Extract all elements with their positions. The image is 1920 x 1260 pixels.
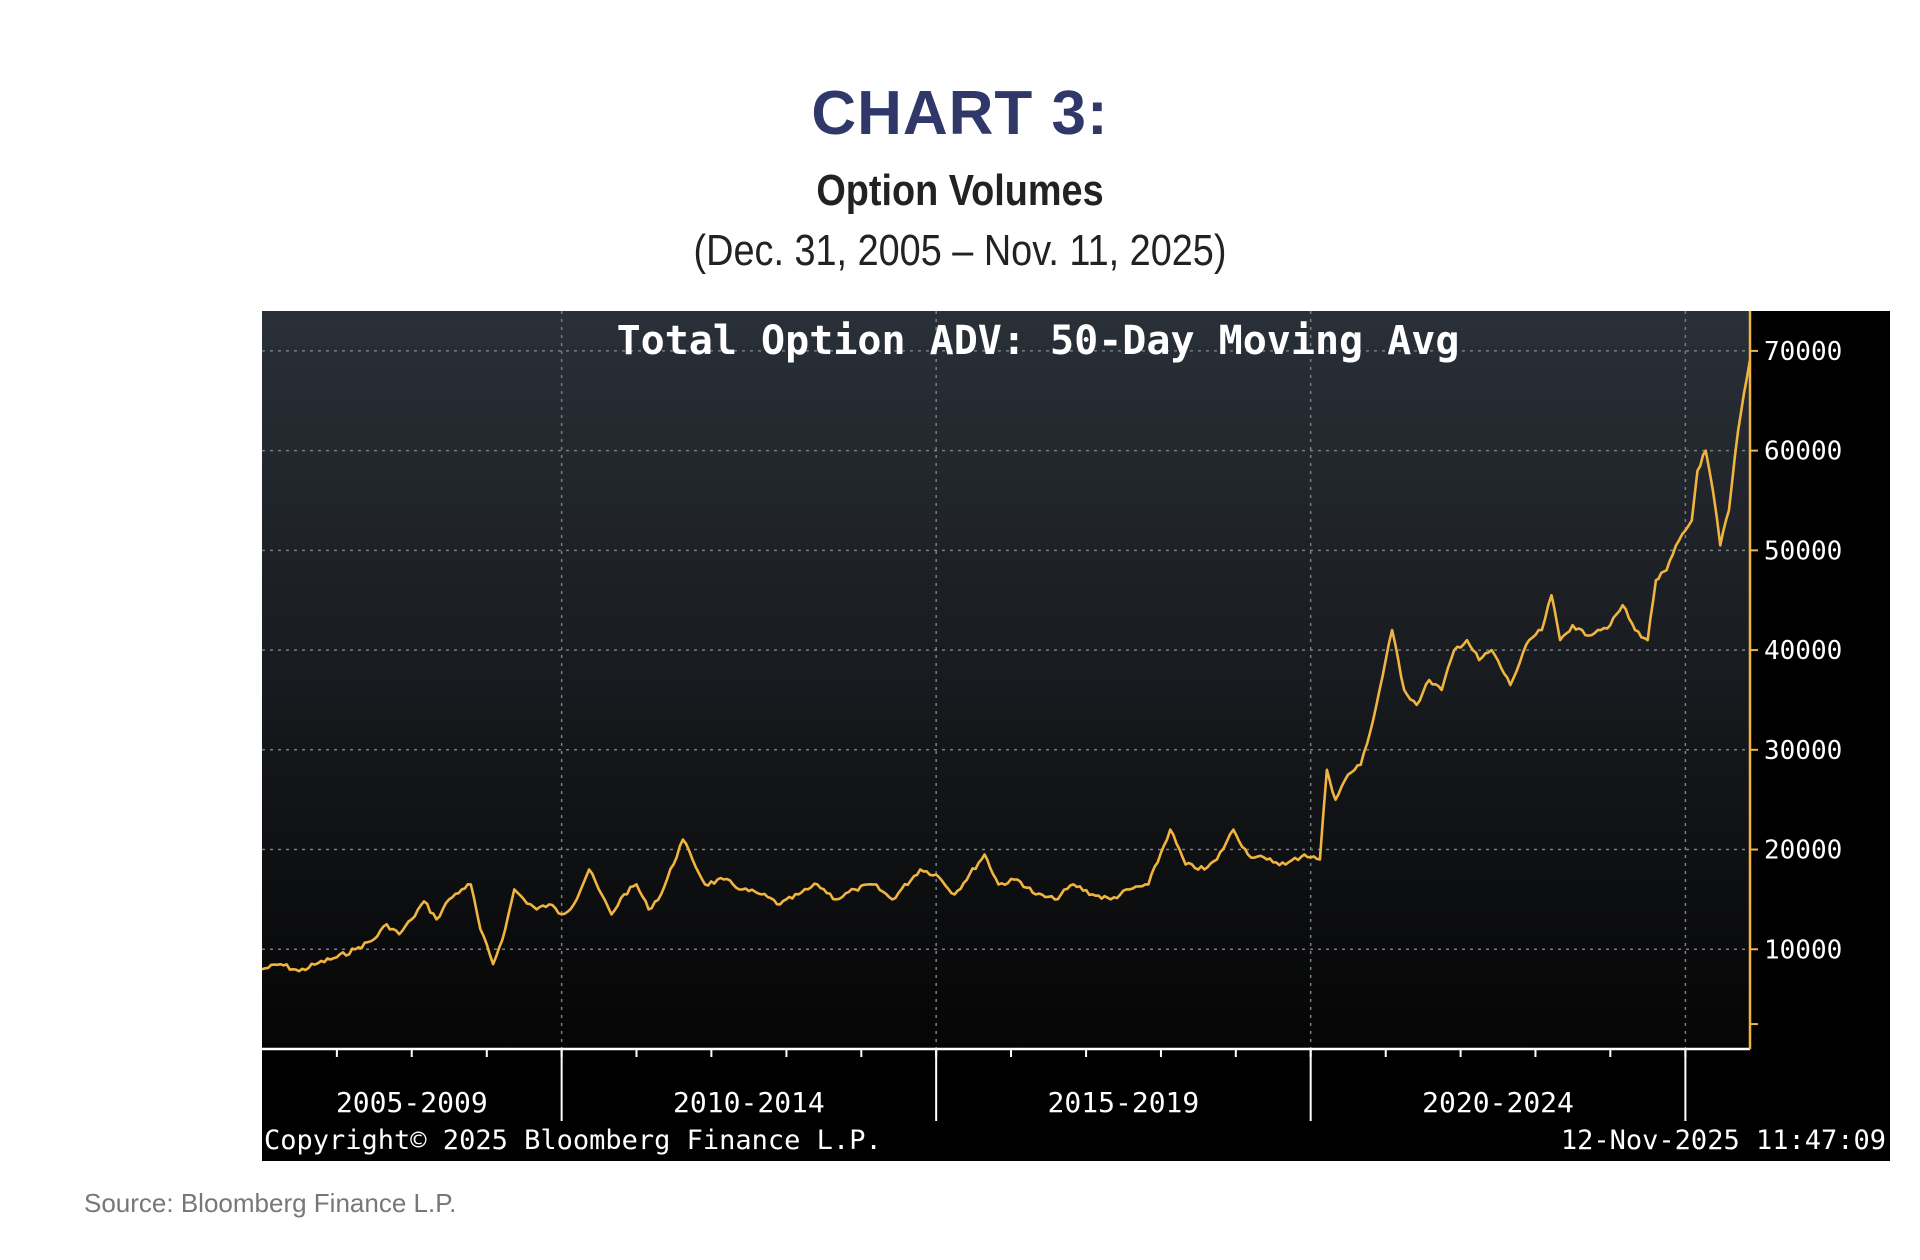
timestamp-text: 12-Nov-2025 11:47:09	[1561, 1125, 1886, 1156]
axis-layer: 10000 20000 30000 40000 50000 60000 70000 2005-…	[262, 311, 1842, 1121]
x-period-label: 2015-2019	[1048, 1086, 1200, 1119]
y-tick-label: 60000	[1764, 437, 1842, 467]
chart-title: Option Volumes	[816, 166, 1104, 215]
chart-date-range: (Dec. 31, 2005 – Nov. 11, 2025)	[693, 226, 1227, 275]
source-note: Source: Bloomberg Finance L.P.	[84, 1188, 457, 1218]
plot-title: Total Option ADV: 50-Day Moving Avg	[617, 318, 1460, 364]
y-tick-label: 30000	[1764, 736, 1842, 766]
grid-layer	[262, 311, 1750, 1049]
chart-panel: 10000 20000 30000 40000 50000 60000 70000 2005-…	[262, 311, 1890, 1161]
data-line	[262, 360, 1752, 973]
x-period-label: 2020-2024	[1422, 1086, 1574, 1119]
y-tick-label: 50000	[1764, 536, 1842, 566]
chart-number: CHART 3:	[811, 79, 1109, 148]
line-layer	[262, 360, 1752, 973]
x-period-label: 2010-2014	[673, 1086, 825, 1119]
y-tick-label: 10000	[1764, 935, 1842, 965]
y-tick-label: 40000	[1764, 636, 1842, 666]
x-period-label: 2005-2009	[336, 1086, 488, 1119]
y-tick-label: 70000	[1764, 337, 1842, 367]
plot-area	[262, 311, 1750, 1049]
copyright-text: Copyright© 2025 Bloomberg Finance L.P.	[264, 1125, 882, 1156]
y-tick-label: 20000	[1764, 836, 1842, 866]
